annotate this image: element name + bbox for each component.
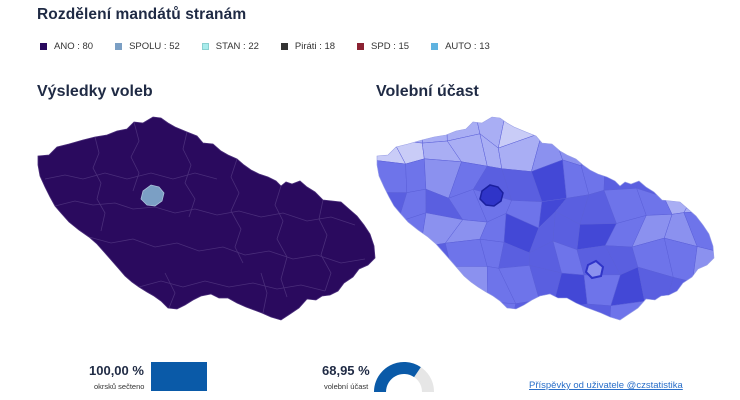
prague-turnout-region[interactable]	[479, 184, 504, 207]
legend-label: Piráti : 18	[294, 41, 336, 52]
legend-item-stan[interactable]: STAN : 22	[201, 41, 259, 52]
turnout-district[interactable]	[687, 136, 720, 167]
author-credit-link[interactable]: Příspěvky od uživatele @czstatistika	[529, 380, 683, 391]
turnout-districts	[374, 113, 720, 328]
czech-republic-outline	[376, 116, 715, 321]
turnout-map[interactable]	[374, 113, 719, 328]
turnout-label: volební účast	[324, 382, 369, 391]
turnout-district[interactable]	[405, 158, 427, 193]
brno-turnout-region[interactable]	[584, 259, 605, 280]
turnout-district[interactable]	[408, 269, 431, 309]
turnout-district[interactable]	[692, 292, 719, 328]
turnout-district[interactable]	[399, 300, 437, 328]
turnout-district[interactable]	[692, 246, 719, 283]
turnout-district[interactable]	[450, 266, 489, 307]
legend-swatch	[280, 43, 288, 50]
turnout-map-title: Volební účast	[376, 83, 479, 100]
turnout-district[interactable]	[635, 113, 676, 140]
turnout-district[interactable]	[374, 192, 408, 223]
legend-label: STAN : 22	[215, 41, 259, 52]
results-map-title: Výsledky voleb	[37, 83, 153, 100]
turnout-district[interactable]	[688, 165, 719, 203]
turnout-district[interactable]	[425, 266, 458, 307]
turnout-district[interactable]	[551, 303, 588, 328]
turnout-district[interactable]	[668, 138, 690, 176]
legend-label: SPD : 15	[371, 41, 410, 52]
legend-item-spolu[interactable]: SPOLU : 52	[115, 41, 180, 52]
turnout-district[interactable]	[406, 246, 431, 279]
legend-item-auto[interactable]: AUTO : 13	[431, 41, 490, 52]
turnout-district[interactable]	[663, 165, 698, 198]
turnout-district[interactable]	[683, 188, 719, 213]
turnout-district[interactable]	[374, 113, 401, 144]
turnout-district[interactable]	[374, 270, 410, 309]
legend-swatch	[201, 43, 209, 50]
turnout-percentage: 68,95 %	[322, 363, 370, 378]
legend-item-ano[interactable]: ANO : 80	[40, 41, 93, 52]
party-legend: ANO : 80 SPOLU : 52 STAN : 22 Piráti : 1…	[40, 41, 512, 52]
turnout-district[interactable]	[609, 300, 646, 328]
turnout-district[interactable]	[392, 113, 429, 144]
turnout-district[interactable]	[551, 113, 594, 149]
legend-swatch	[40, 43, 47, 50]
legend-swatch	[357, 43, 365, 50]
page-title: Rozdělení mandátů stranám	[37, 6, 247, 23]
turnout-district[interactable]	[604, 133, 639, 171]
turnout-district[interactable]	[421, 113, 448, 144]
turnout-district[interactable]	[692, 277, 719, 300]
turnout-gauge	[374, 362, 434, 393]
counted-progress-bar	[151, 362, 207, 391]
turnout-district[interactable]	[397, 212, 427, 255]
czech-republic-outline	[37, 116, 376, 321]
legend-label: AUTO : 13	[445, 41, 490, 52]
legend-swatch	[115, 43, 123, 50]
turnout-district[interactable]	[374, 247, 409, 279]
counted-percentage: 100,00 %	[89, 363, 144, 378]
results-map[interactable]	[35, 113, 380, 328]
turnout-district[interactable]	[661, 113, 699, 142]
turnout-district[interactable]	[580, 113, 615, 144]
legend-label: ANO : 80	[54, 41, 94, 52]
turnout-district[interactable]	[374, 299, 410, 328]
turnout-district[interactable]	[580, 138, 615, 167]
turnout-district[interactable]	[664, 292, 697, 328]
gauge-fill	[374, 362, 421, 393]
turnout-district[interactable]	[526, 299, 555, 328]
prague-region[interactable]	[140, 184, 165, 207]
turnout-district[interactable]	[613, 113, 638, 144]
district-borders	[44, 121, 366, 314]
legend-item-spd[interactable]: SPD : 15	[357, 41, 409, 52]
turnout-district[interactable]	[456, 301, 489, 328]
turnout-district[interactable]	[473, 301, 517, 328]
legend-item-pirati[interactable]: Piráti : 18	[280, 41, 336, 52]
turnout-district[interactable]	[687, 113, 720, 142]
turnout-district[interactable]	[635, 133, 676, 176]
turnout-district[interactable]	[374, 210, 408, 255]
turnout-district[interactable]	[425, 300, 458, 328]
counted-progress-fill	[151, 362, 207, 391]
legend-label: SPOLU : 52	[129, 41, 180, 52]
counted-label: okrsků sečteno	[94, 382, 145, 391]
legend-swatch	[431, 43, 439, 50]
